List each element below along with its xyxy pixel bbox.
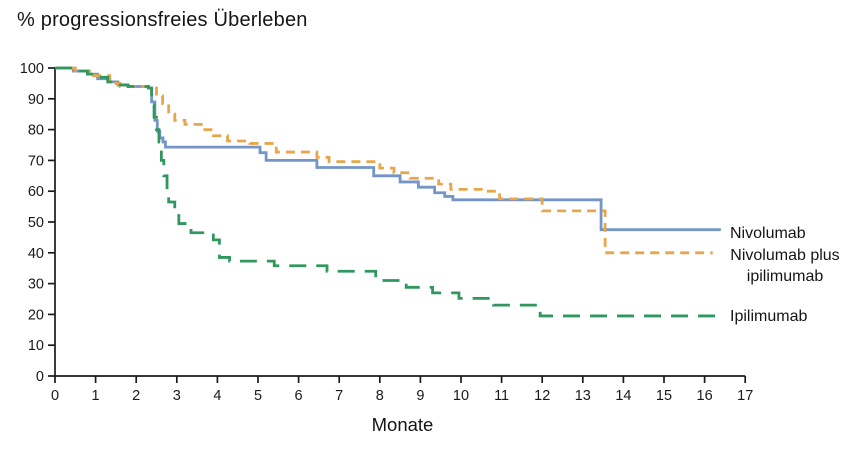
- legend-text: Nivolumab: [730, 225, 806, 242]
- chart-title: % progressionsfreies Überleben: [17, 9, 308, 31]
- x-tick-label: 17: [737, 388, 753, 404]
- x-tick-label: 6: [295, 388, 303, 404]
- axes: [48, 67, 747, 383]
- y-tick-label: 20: [28, 307, 44, 323]
- legend-label-nivolumab: Nivolumab: [730, 223, 806, 244]
- axis-lines: [54, 68, 746, 377]
- y-tick-label: 90: [28, 92, 44, 108]
- x-tick-label: 1: [92, 388, 100, 404]
- x-tick-label: 9: [416, 388, 424, 404]
- y-tick-label: 40: [28, 246, 44, 262]
- legend-label-ipilimumab: Ipilimumab: [730, 306, 807, 327]
- y-tick-label: 10: [28, 338, 44, 354]
- x-tick-label: 3: [173, 388, 181, 404]
- x-axis-label: Monate: [371, 414, 434, 435]
- x-tick-label: 8: [376, 388, 384, 404]
- x-tick-label: 0: [51, 388, 59, 404]
- series-nivolumab-plus-ipilimumab: [55, 66, 713, 255]
- x-tick-label: 16: [697, 388, 713, 404]
- legend-label-nivolumab-plus-ipilimumab: Nivolumab plus ipilimumab: [727, 245, 843, 287]
- series-nivolumab: [55, 66, 721, 232]
- x-tick-label: 11: [494, 388, 509, 404]
- x-tick-label: 5: [254, 388, 262, 404]
- x-tick-label: 12: [534, 388, 550, 404]
- y-tick-label: 30: [28, 277, 44, 293]
- x-tick-label: 14: [615, 388, 631, 404]
- y-tick-label: 0: [36, 369, 44, 385]
- x-tick-label: 4: [213, 388, 221, 404]
- x-tick-label: 2: [132, 388, 140, 404]
- y-tick-label: 100: [20, 61, 44, 77]
- legend-text: Ipilimumab: [730, 308, 808, 325]
- y-tick-label: 50: [28, 215, 44, 231]
- x-tick-label: 10: [453, 388, 469, 404]
- y-tick-label: 60: [28, 184, 44, 200]
- y-tick-label: 70: [28, 153, 44, 169]
- x-tick-label: 13: [575, 388, 591, 404]
- x-tick-label: 15: [656, 388, 672, 404]
- legend-text-line2: ipilimumab: [746, 268, 824, 285]
- legend-text-line1: Nivolumab plus: [730, 247, 840, 264]
- series-ipilimumab: [55, 66, 723, 318]
- y-tick-label: 80: [28, 123, 44, 139]
- x-tick-label: 7: [335, 388, 343, 404]
